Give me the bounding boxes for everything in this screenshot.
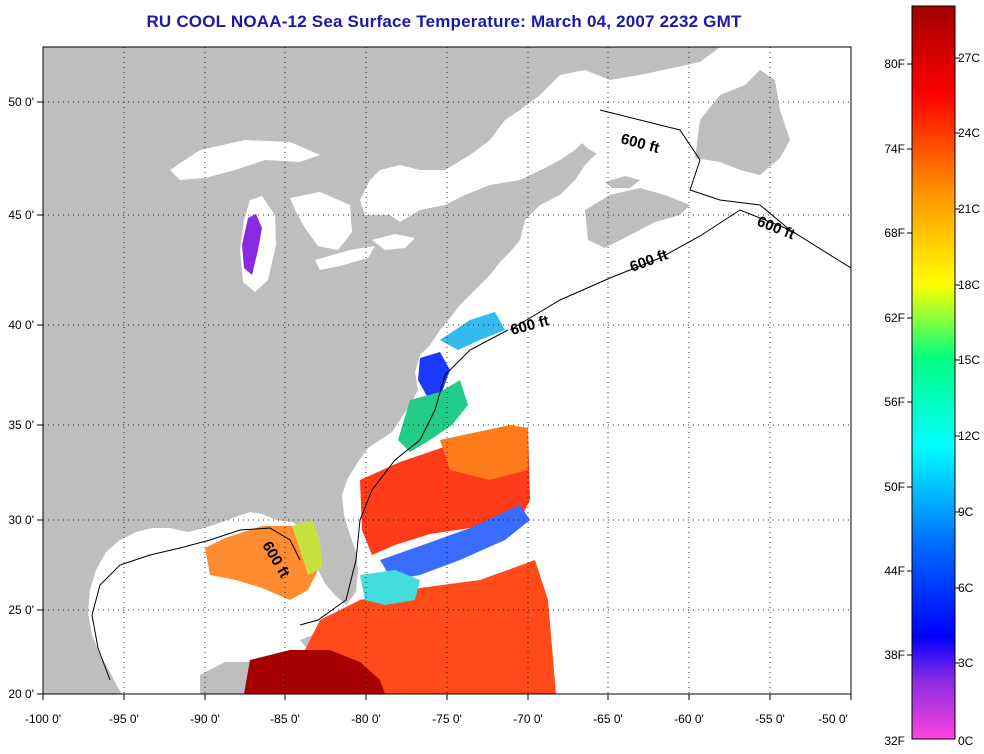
sst-gulf-of-mexico — [205, 526, 318, 600]
lon-label: -75 0' — [432, 712, 462, 726]
lat-label: 50 0' — [8, 95, 34, 109]
lake-superior — [170, 140, 320, 180]
lake-erie — [315, 246, 375, 270]
lat-label: 40 0' — [8, 318, 34, 332]
sst-florida-shelf — [292, 520, 322, 575]
colorbar-c-ticks — [955, 57, 960, 664]
colorbar-f-label: 62F — [884, 311, 905, 325]
lat-label: 45 0' — [8, 208, 34, 222]
colorbar-c-label: 15C — [958, 353, 980, 367]
map-title: RU COOL NOAA-12 Sea Surface Temperature:… — [146, 12, 742, 31]
lon-label: -100 0' — [25, 712, 61, 726]
lon-label: -65 0' — [593, 712, 623, 726]
colorbar-scale — [911, 5, 956, 740]
lat-label: 25 0' — [8, 603, 34, 617]
lake-michigan-sst — [242, 214, 262, 275]
latitude-labels: 50 0' 45 0' 40 0' 35 0' 30 0' 25 0' 20 0… — [8, 95, 34, 701]
land-newfoundland — [695, 70, 790, 175]
colorbar-f-label: 68F — [884, 226, 905, 240]
colorbar-c-label: 18C — [958, 278, 980, 292]
colorbar-f-label: 56F — [884, 395, 905, 409]
colorbar-f-label: 32F — [884, 734, 905, 748]
colorbar-f-label: 74F — [884, 142, 905, 156]
st-lawrence-river — [470, 125, 565, 172]
contour-line-labrador — [599, 109, 791, 231]
lat-label: 20 0' — [8, 687, 34, 701]
lon-label: -85 0' — [270, 712, 300, 726]
sst-shelf-cyan — [440, 312, 505, 350]
gulf-st-lawrence — [560, 108, 670, 170]
sst-atlantic-orange — [440, 425, 528, 480]
contour-line-gulf — [91, 527, 301, 681]
sst-swaths — [205, 312, 556, 694]
sst-atlantic-south — [300, 560, 556, 694]
colorbar-f-ticks — [907, 63, 912, 656]
land-nova-scotia — [585, 188, 690, 248]
lon-label: -80 0' — [351, 712, 381, 726]
colorbar-f-label: 44F — [884, 564, 905, 578]
land-pei — [605, 176, 640, 188]
lat-label: 35 0' — [8, 418, 34, 432]
lake-ontario — [372, 234, 415, 250]
longitude-labels: -100 0' -95 0' -90 0' -85 0' -80 0' -75 … — [25, 712, 848, 726]
sst-shelf-green — [398, 380, 468, 452]
lon-label: -70 0' — [513, 712, 543, 726]
lon-label: -95 0' — [109, 712, 139, 726]
lon-label: -60 0' — [674, 712, 704, 726]
colorbar-c-label: 9C — [958, 505, 974, 519]
lon-label: -55 0' — [755, 712, 785, 726]
colorbar-c-labels: 27C 24C 21C 18C 15C 12C 9C 6C 3C 0C — [958, 51, 980, 748]
lat-label: 30 0' — [8, 513, 34, 527]
sst-bahamas-cyan — [360, 570, 420, 605]
map-panel: 600 ft 600 ft 600 ft 600 ft 600 ft — [43, 47, 851, 694]
colorbar-c-label: 12C — [958, 429, 980, 443]
colorbar-c-label: 21C — [958, 202, 980, 216]
land-north-america — [43, 47, 720, 694]
lon-label: -50 0' — [818, 712, 848, 726]
colorbar: 80F 74F 68F 62F 56F 50F 44F 38F 32F 27C … — [884, 5, 980, 748]
colorbar-c-label: 24C — [958, 126, 980, 140]
colorbar-c-label: 27C — [958, 51, 980, 65]
colorbar-c-label: 0C — [958, 734, 974, 748]
colorbar-f-label: 50F — [884, 480, 905, 494]
colorbar-f-label: 80F — [884, 57, 905, 71]
colorbar-f-labels: 80F 74F 68F 62F 56F 50F 44F 38F 32F — [884, 57, 905, 748]
sst-cuba-darkred — [244, 650, 385, 694]
contour-600ft — [91, 109, 851, 681]
frame-ticks — [37, 101, 852, 700]
colorbar-c-label: 3C — [958, 656, 974, 670]
contour-line-northeast — [509, 209, 851, 331]
colorbar-f-label: 38F — [884, 648, 905, 662]
lon-label: -90 0' — [190, 712, 220, 726]
lake-huron — [290, 192, 352, 250]
contour-line-east-coast — [299, 329, 509, 626]
sst-gulf-stream-blue — [380, 505, 530, 580]
colorbar-c-label: 6C — [958, 581, 974, 595]
